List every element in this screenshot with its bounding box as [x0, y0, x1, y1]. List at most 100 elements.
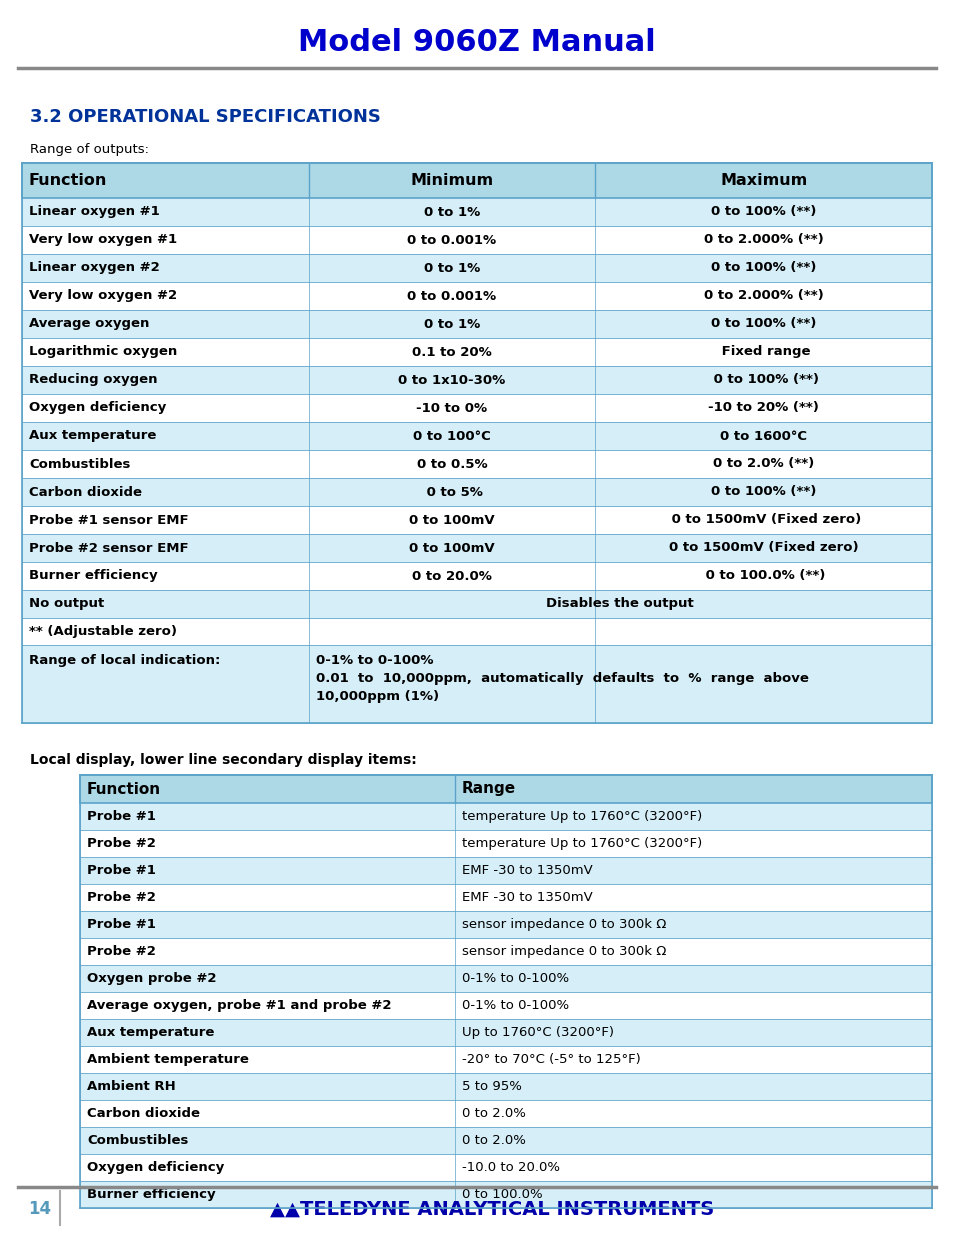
Text: -10.0 to 20.0%: -10.0 to 20.0% — [461, 1161, 559, 1174]
Bar — [22, 310, 931, 338]
Text: Model 9060Z Manual: Model 9060Z Manual — [297, 28, 656, 57]
Bar — [22, 394, 931, 422]
Bar — [80, 1019, 931, 1046]
Text: 0 to 2.0% (**): 0 to 2.0% (**) — [712, 457, 814, 471]
Bar — [22, 226, 931, 254]
Text: temperature Up to 1760°C (3200°F): temperature Up to 1760°C (3200°F) — [461, 837, 701, 850]
Bar — [80, 992, 931, 1019]
Text: 0 to 100mV: 0 to 100mV — [409, 514, 495, 526]
Text: 0 to 1600°C: 0 to 1600°C — [720, 430, 806, 442]
Text: Probe #1: Probe #1 — [87, 918, 155, 931]
Text: Function: Function — [29, 173, 108, 188]
Bar — [80, 1100, 931, 1128]
Text: 0 to 0.5%: 0 to 0.5% — [416, 457, 487, 471]
Text: sensor impedance 0 to 300k Ω: sensor impedance 0 to 300k Ω — [461, 918, 665, 931]
Text: ▲▲TELEDYNE ANALYTICAL INSTRUMENTS: ▲▲TELEDYNE ANALYTICAL INSTRUMENTS — [270, 1199, 714, 1219]
Text: 0 to 2.000% (**): 0 to 2.000% (**) — [703, 233, 822, 247]
Text: 0 to 100.0% (**): 0 to 100.0% (**) — [700, 569, 825, 583]
Text: No output: No output — [29, 598, 104, 610]
Text: EMF -30 to 1350mV: EMF -30 to 1350mV — [461, 864, 592, 877]
Bar — [22, 282, 931, 310]
Text: Range of local indication:: Range of local indication: — [29, 653, 220, 667]
Bar — [22, 506, 931, 534]
Text: Very low oxygen #2: Very low oxygen #2 — [29, 289, 177, 303]
Bar — [22, 254, 931, 282]
Text: 0 to 100% (**): 0 to 100% (**) — [710, 205, 816, 219]
Text: Average oxygen: Average oxygen — [29, 317, 150, 331]
Text: Burner efficiency: Burner efficiency — [87, 1188, 215, 1200]
Text: 0 to 100% (**): 0 to 100% (**) — [710, 317, 816, 331]
Bar — [22, 163, 931, 198]
Text: Oxygen deficiency: Oxygen deficiency — [87, 1161, 224, 1174]
Text: Fixed range: Fixed range — [716, 346, 809, 358]
Text: Probe #1: Probe #1 — [87, 810, 155, 823]
Text: 0-1% to 0-100%: 0-1% to 0-100% — [315, 653, 433, 667]
Text: Range of outputs:: Range of outputs: — [30, 143, 149, 156]
Text: 0 to 0.001%: 0 to 0.001% — [407, 289, 496, 303]
Bar — [22, 645, 931, 722]
Text: Aux temperature: Aux temperature — [87, 1026, 214, 1039]
Text: Combustibles: Combustibles — [87, 1134, 188, 1147]
Bar — [80, 803, 931, 830]
Bar — [80, 911, 931, 939]
Text: Maximum: Maximum — [720, 173, 806, 188]
Text: 0 to 2.0%: 0 to 2.0% — [461, 1107, 525, 1120]
Text: 0-1% to 0-100%: 0-1% to 0-100% — [461, 972, 568, 986]
Text: 0 to 1500mV (Fixed zero): 0 to 1500mV (Fixed zero) — [666, 514, 860, 526]
Bar — [80, 1073, 931, 1100]
Text: -10 to 0%: -10 to 0% — [416, 401, 487, 415]
Bar — [22, 478, 931, 506]
Text: Disables the output: Disables the output — [546, 598, 694, 610]
Text: 0 to 100% (**): 0 to 100% (**) — [708, 373, 818, 387]
Text: 0 to 1%: 0 to 1% — [423, 262, 479, 274]
Text: 0 to 0.001%: 0 to 0.001% — [407, 233, 496, 247]
Text: Local display, lower line secondary display items:: Local display, lower line secondary disp… — [30, 753, 416, 767]
Text: Linear oxygen #2: Linear oxygen #2 — [29, 262, 159, 274]
Text: -20° to 70°C (-5° to 125°F): -20° to 70°C (-5° to 125°F) — [461, 1053, 640, 1066]
Text: 0.1 to 20%: 0.1 to 20% — [412, 346, 492, 358]
Text: 0 to 100.0%: 0 to 100.0% — [461, 1188, 542, 1200]
Bar — [80, 857, 931, 884]
Bar — [80, 1181, 931, 1208]
Text: 0 to 20.0%: 0 to 20.0% — [412, 569, 492, 583]
Text: Probe #2: Probe #2 — [87, 837, 155, 850]
Text: 0 to 1500mV (Fixed zero): 0 to 1500mV (Fixed zero) — [668, 541, 858, 555]
Text: 0 to 5%: 0 to 5% — [421, 485, 482, 499]
Text: Ambient temperature: Ambient temperature — [87, 1053, 249, 1066]
Text: Up to 1760°C (3200°F): Up to 1760°C (3200°F) — [461, 1026, 613, 1039]
Text: 0 to 2.0%: 0 to 2.0% — [461, 1134, 525, 1147]
Text: 5 to 95%: 5 to 95% — [461, 1079, 521, 1093]
Bar — [22, 562, 931, 590]
Bar — [22, 366, 931, 394]
Text: 0 to 2.000% (**): 0 to 2.000% (**) — [703, 289, 822, 303]
Text: Aux temperature: Aux temperature — [29, 430, 156, 442]
Text: -10 to 20% (**): -10 to 20% (**) — [707, 401, 819, 415]
Text: Ambient RH: Ambient RH — [87, 1079, 175, 1093]
Text: 0 to 100°C: 0 to 100°C — [413, 430, 491, 442]
Bar — [80, 1128, 931, 1153]
Text: Burner efficiency: Burner efficiency — [29, 569, 157, 583]
Text: Reducing oxygen: Reducing oxygen — [29, 373, 157, 387]
Text: 0 to 100% (**): 0 to 100% (**) — [710, 485, 816, 499]
Bar — [80, 776, 931, 803]
Text: Carbon dioxide: Carbon dioxide — [29, 485, 142, 499]
Text: Probe #1: Probe #1 — [87, 864, 155, 877]
Text: Average oxygen, probe #1 and probe #2: Average oxygen, probe #1 and probe #2 — [87, 999, 391, 1011]
Text: 14: 14 — [28, 1200, 51, 1218]
Text: Combustibles: Combustibles — [29, 457, 131, 471]
Text: Probe #1 sensor EMF: Probe #1 sensor EMF — [29, 514, 189, 526]
Text: 0-1% to 0-100%: 0-1% to 0-100% — [461, 999, 568, 1011]
Bar — [22, 198, 931, 226]
Text: Probe #2: Probe #2 — [87, 890, 155, 904]
Bar — [22, 422, 931, 450]
Text: 10,000ppm (1%): 10,000ppm (1%) — [315, 689, 438, 703]
Bar — [80, 1046, 931, 1073]
Text: Linear oxygen #1: Linear oxygen #1 — [29, 205, 159, 219]
Text: Carbon dioxide: Carbon dioxide — [87, 1107, 200, 1120]
Text: 3.2 OPERATIONAL SPECIFICATIONS: 3.2 OPERATIONAL SPECIFICATIONS — [30, 107, 380, 126]
Text: 0 to 1x10-30%: 0 to 1x10-30% — [398, 373, 505, 387]
Text: temperature Up to 1760°C (3200°F): temperature Up to 1760°C (3200°F) — [461, 810, 701, 823]
Text: Logarithmic oxygen: Logarithmic oxygen — [29, 346, 177, 358]
Text: 0 to 1%: 0 to 1% — [423, 205, 479, 219]
Text: Probe #2 sensor EMF: Probe #2 sensor EMF — [29, 541, 189, 555]
